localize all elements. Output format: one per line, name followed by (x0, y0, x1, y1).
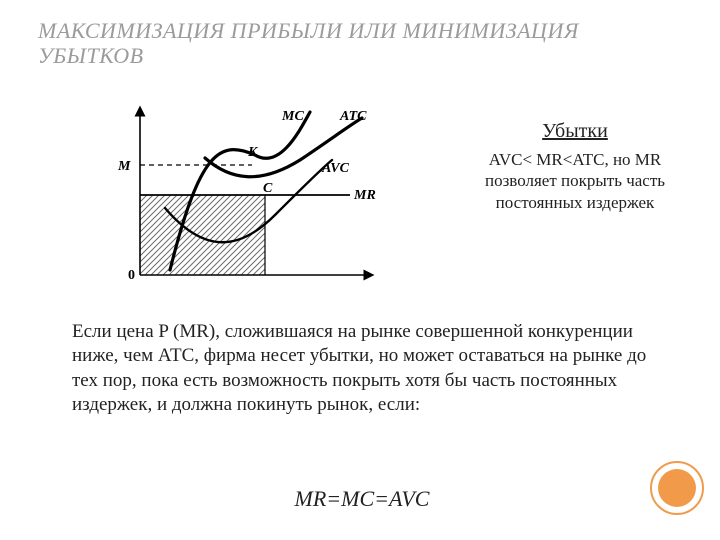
side-box: Убытки AVC< MR<ATC, но MR позволяет покр… (470, 120, 680, 213)
svg-text:ATC: ATC (339, 109, 367, 124)
svg-text:MC: MC (281, 109, 304, 124)
accent-circle-icon (650, 461, 704, 515)
cost-curves-chart: 0 M MC ATC AVCMR K C (110, 100, 390, 295)
svg-text:AVC: AVC (321, 161, 350, 176)
svg-text:K: K (247, 145, 259, 160)
slide: МАКСИМИЗАЦИЯ ПРИБЫЛИ ИЛИ МИНИМИЗАЦИЯ УБЫ… (0, 0, 720, 540)
svg-text:C: C (263, 181, 273, 196)
formula: MR=MC=AVC (72, 486, 652, 512)
chart-svg: 0 M MC ATC AVCMR K C (110, 100, 390, 295)
slide-title: МАКСИМИЗАЦИЯ ПРИБЫЛИ ИЛИ МИНИМИЗАЦИЯ УБЫ… (38, 18, 682, 69)
svg-text:0: 0 (128, 268, 135, 283)
svg-text:MR: MR (353, 188, 376, 203)
side-heading: Убытки (470, 120, 680, 143)
svg-text:M: M (117, 159, 131, 174)
body-paragraph: Если цена P (MR), сложившаяся на рынке с… (72, 320, 652, 417)
side-text: AVC< MR<ATC, но MR позволяет покрыть час… (470, 149, 680, 213)
